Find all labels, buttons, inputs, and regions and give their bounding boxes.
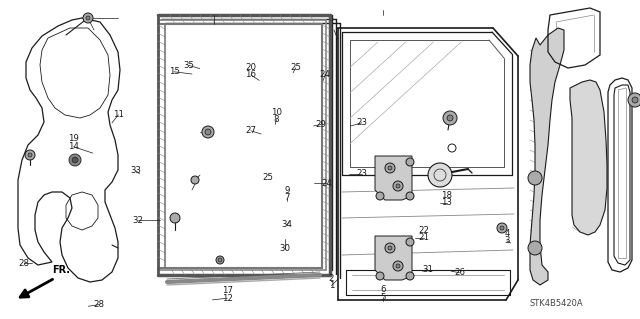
Polygon shape: [375, 236, 412, 280]
Circle shape: [497, 223, 507, 233]
Text: 21: 21: [418, 233, 429, 242]
Text: 1: 1: [329, 281, 334, 290]
Text: 10: 10: [271, 108, 282, 117]
Text: 20: 20: [245, 63, 257, 72]
Text: 24: 24: [321, 179, 332, 188]
Text: 29: 29: [316, 120, 326, 129]
Circle shape: [406, 158, 414, 166]
Polygon shape: [375, 156, 412, 200]
Text: 23: 23: [356, 169, 367, 178]
Circle shape: [191, 176, 199, 184]
Circle shape: [396, 264, 400, 268]
Polygon shape: [530, 28, 564, 285]
Text: 6: 6: [380, 286, 385, 294]
Text: 15: 15: [168, 67, 180, 76]
Text: 7: 7: [284, 193, 289, 202]
Circle shape: [376, 272, 384, 280]
Circle shape: [25, 150, 35, 160]
Circle shape: [72, 157, 78, 163]
Circle shape: [69, 154, 81, 166]
Text: 23: 23: [356, 118, 367, 127]
Text: 5: 5: [380, 293, 385, 302]
Text: 28: 28: [19, 259, 30, 268]
Circle shape: [202, 126, 214, 138]
Circle shape: [428, 163, 452, 187]
Text: 27: 27: [245, 126, 257, 135]
Circle shape: [396, 184, 400, 188]
Text: 16: 16: [245, 70, 257, 79]
Text: 35: 35: [183, 61, 195, 70]
Text: 12: 12: [221, 294, 233, 303]
Text: FR.: FR.: [52, 265, 70, 275]
Circle shape: [385, 243, 395, 253]
Circle shape: [632, 97, 638, 103]
Polygon shape: [570, 80, 607, 235]
Circle shape: [385, 163, 395, 173]
Circle shape: [388, 246, 392, 250]
Text: 30: 30: [279, 244, 291, 253]
Circle shape: [393, 181, 403, 191]
Text: 22: 22: [418, 226, 429, 235]
Text: 9: 9: [284, 186, 289, 195]
Circle shape: [406, 272, 414, 280]
Text: 31: 31: [422, 265, 433, 274]
Circle shape: [406, 238, 414, 246]
Text: STK4B5420A: STK4B5420A: [530, 299, 584, 308]
Text: 25: 25: [262, 173, 273, 182]
Circle shape: [86, 16, 90, 20]
Circle shape: [376, 192, 384, 200]
Text: 11: 11: [113, 110, 124, 119]
Text: 2: 2: [329, 274, 334, 283]
Text: 14: 14: [68, 142, 79, 151]
Circle shape: [500, 226, 504, 230]
Circle shape: [528, 241, 542, 255]
Circle shape: [28, 153, 32, 157]
Text: 34: 34: [281, 220, 292, 229]
Circle shape: [170, 213, 180, 223]
Circle shape: [628, 93, 640, 107]
Text: 3: 3: [504, 236, 509, 245]
Text: 8: 8: [274, 115, 279, 124]
Text: 19: 19: [68, 134, 79, 143]
Text: 25: 25: [290, 63, 301, 72]
Text: 24: 24: [319, 70, 331, 79]
Text: 17: 17: [221, 286, 233, 295]
Circle shape: [406, 192, 414, 200]
Circle shape: [83, 13, 93, 23]
Text: 4: 4: [504, 229, 509, 238]
Circle shape: [528, 171, 542, 185]
Text: 28: 28: [93, 300, 105, 309]
Circle shape: [218, 258, 222, 262]
Text: 32: 32: [132, 216, 143, 225]
Circle shape: [388, 166, 392, 170]
Circle shape: [447, 115, 453, 121]
Text: 33: 33: [130, 166, 141, 175]
Text: 18: 18: [441, 191, 452, 200]
Text: 13: 13: [441, 198, 452, 207]
Circle shape: [393, 261, 403, 271]
Circle shape: [216, 256, 224, 264]
Circle shape: [443, 111, 457, 125]
Circle shape: [205, 129, 211, 135]
Text: 26: 26: [454, 268, 465, 277]
